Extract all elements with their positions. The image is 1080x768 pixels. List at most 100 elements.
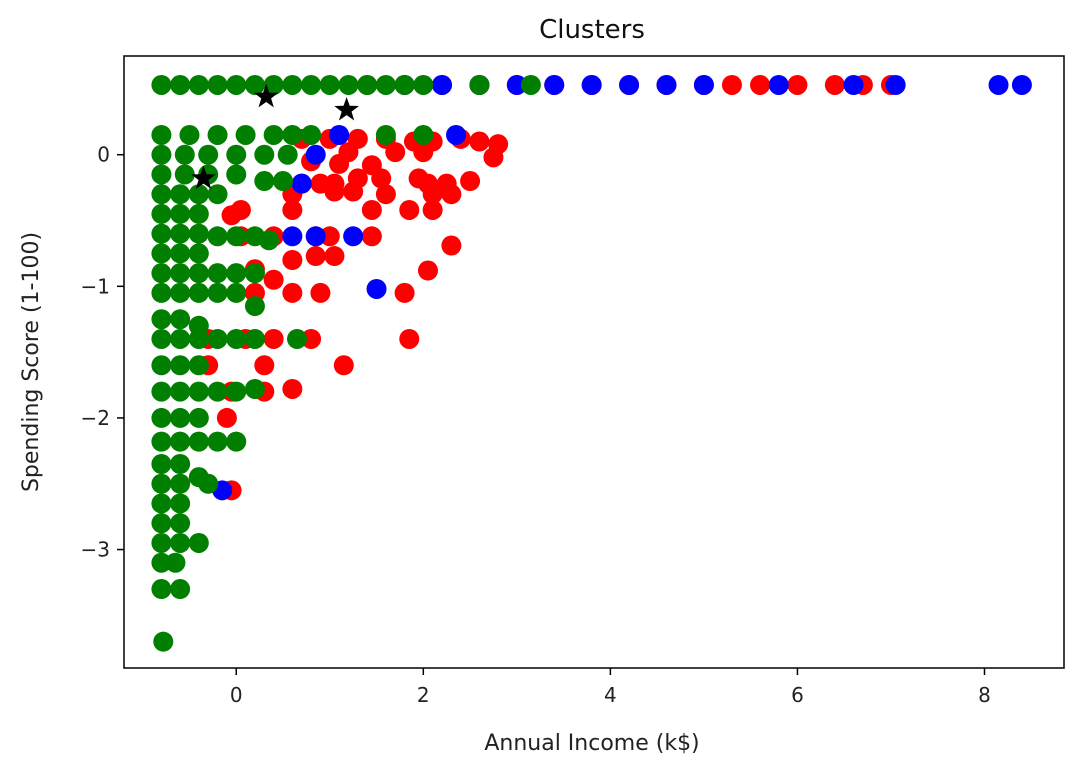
data-point-green xyxy=(151,579,172,600)
data-point-red xyxy=(361,226,382,247)
data-point-green xyxy=(170,407,191,428)
data-point-red xyxy=(282,282,303,303)
data-point-green xyxy=(170,309,191,330)
data-point-green xyxy=(151,282,172,303)
data-point-red xyxy=(422,199,443,220)
y-tick-label: 0 xyxy=(97,143,110,167)
data-point-green xyxy=(244,263,265,284)
data-point-green xyxy=(188,243,209,264)
data-point-blue xyxy=(885,74,906,95)
data-point-blue xyxy=(343,226,364,247)
data-point-green xyxy=(151,431,172,452)
x-tick-label: 6 xyxy=(791,683,804,707)
data-point-green xyxy=(151,74,172,95)
data-point-green xyxy=(188,407,209,428)
data-point-red xyxy=(399,328,420,349)
data-point-green xyxy=(375,124,396,145)
data-point-red xyxy=(422,184,443,205)
y-tick-label: −2 xyxy=(81,406,110,430)
data-point-green xyxy=(151,144,172,165)
data-point-green xyxy=(319,74,340,95)
data-point-green xyxy=(226,282,247,303)
data-point-green xyxy=(151,309,172,330)
data-point-green xyxy=(188,431,209,452)
data-point-green xyxy=(151,184,172,205)
data-point-green xyxy=(151,513,172,534)
data-point-red xyxy=(282,378,303,399)
data-point-blue xyxy=(291,173,312,194)
data-point-green xyxy=(207,431,228,452)
data-point-red xyxy=(750,74,771,95)
data-point-red xyxy=(301,328,322,349)
data-point-red xyxy=(385,142,406,163)
data-point-green xyxy=(207,282,228,303)
x-tick-label: 8 xyxy=(978,683,991,707)
x-tick-label: 0 xyxy=(230,683,243,707)
data-point-green xyxy=(188,74,209,95)
data-point-red xyxy=(787,74,808,95)
data-point-blue xyxy=(305,144,326,165)
data-point-green xyxy=(188,223,209,244)
data-point-green xyxy=(151,223,172,244)
data-point-green xyxy=(301,74,322,95)
data-point-green xyxy=(170,223,191,244)
data-point-green xyxy=(170,513,191,534)
data-point-blue xyxy=(581,74,602,95)
data-point-red xyxy=(441,184,462,205)
centroid-star xyxy=(253,83,279,108)
data-point-red xyxy=(361,199,382,220)
data-point-green xyxy=(520,74,541,95)
centroid-star xyxy=(334,96,359,121)
data-point-green xyxy=(188,263,209,284)
data-point-green xyxy=(469,74,490,95)
data-point-green xyxy=(301,124,322,145)
data-point-green xyxy=(226,144,247,165)
data-point-red xyxy=(282,250,303,270)
data-point-green xyxy=(170,243,191,264)
data-point-red xyxy=(333,355,354,376)
data-point-green xyxy=(226,226,247,247)
centroid-star xyxy=(191,165,216,189)
data-point-green xyxy=(287,328,308,349)
x-axis-label: Annual Income (k$) xyxy=(484,731,699,756)
data-point-red xyxy=(263,269,284,290)
data-point-green xyxy=(170,328,191,349)
data-point-green xyxy=(207,74,228,95)
data-point-blue xyxy=(329,124,350,145)
data-point-green xyxy=(170,493,191,514)
data-point-green xyxy=(151,263,172,284)
data-point-green xyxy=(254,171,275,192)
data-point-green xyxy=(413,74,434,95)
data-point-green xyxy=(357,74,378,95)
data-point-blue xyxy=(506,74,527,95)
data-point-green xyxy=(226,328,247,349)
data-point-blue xyxy=(693,74,714,95)
data-point-blue xyxy=(843,74,864,95)
data-point-green xyxy=(170,184,191,205)
y-axis-label: Spending Score (1-100) xyxy=(19,232,44,492)
data-point-red xyxy=(324,181,345,202)
data-point-green xyxy=(226,431,247,452)
chart-title: Clusters xyxy=(539,15,645,45)
data-point-blue xyxy=(988,74,1009,95)
data-point-red xyxy=(469,131,490,152)
data-points-layer xyxy=(151,74,1032,652)
data-point-green xyxy=(226,263,247,284)
plot-frame xyxy=(123,55,1065,669)
data-point-green xyxy=(188,328,209,349)
data-point-red xyxy=(263,328,284,349)
data-point-green xyxy=(258,230,279,251)
data-point-green xyxy=(151,203,172,224)
data-point-green xyxy=(282,74,303,95)
data-point-green xyxy=(244,328,265,349)
data-point-green xyxy=(151,243,172,264)
data-point-green xyxy=(394,74,415,95)
data-point-green xyxy=(235,124,256,145)
data-point-green xyxy=(198,144,219,165)
data-point-green xyxy=(151,407,172,428)
data-point-green xyxy=(188,203,209,224)
data-point-red xyxy=(254,355,275,376)
data-point-green xyxy=(174,164,195,185)
data-point-blue xyxy=(1011,74,1032,95)
